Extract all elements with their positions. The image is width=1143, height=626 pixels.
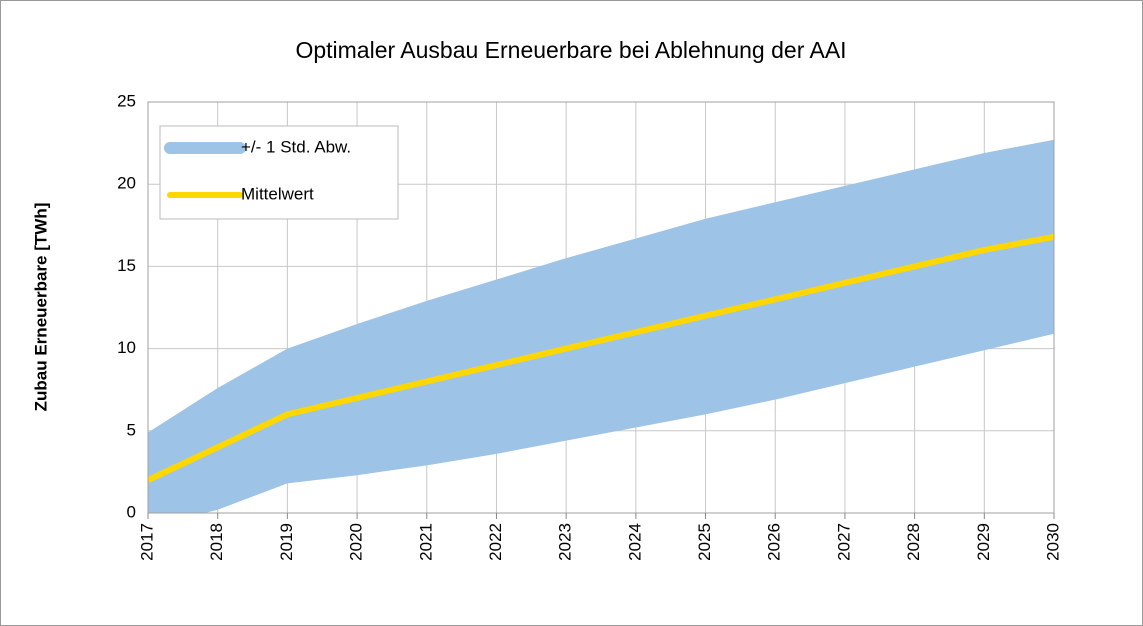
y-axis-label: Zubau Erneuerbare [TWh] (31, 203, 50, 412)
legend-label: +/- 1 Std. Abw. (241, 137, 351, 156)
x-tick-label: 2019 (277, 523, 296, 561)
y-tick-label: 25 (117, 91, 136, 110)
x-tick-label: 2025 (695, 523, 714, 561)
y-tick-label: 20 (117, 174, 136, 193)
y-tick-label: 5 (127, 420, 136, 439)
x-tick-label: 2018 (207, 523, 226, 561)
x-tick-label: 2023 (556, 523, 575, 561)
legend: +/- 1 Std. Abw. Mittelwert (159, 125, 399, 220)
x-tick-label: 2030 (1043, 523, 1062, 561)
x-tick-label: 2017 (137, 523, 156, 561)
x-tick-label: 2028 (904, 523, 923, 561)
x-tick-label: 2024 (625, 523, 644, 561)
x-tick-label: 2026 (765, 523, 784, 561)
x-tick-label: 2020 (347, 523, 366, 561)
plot-border (147, 101, 1055, 514)
x-tick-label: 2029 (974, 523, 993, 561)
y-tick-label: 10 (117, 338, 136, 357)
x-tick-label: 2021 (416, 523, 435, 561)
mean-line (148, 233, 1054, 483)
legend-box (159, 125, 399, 220)
chart-title: Optimaler Ausbau Erneuerbare bei Ablehnu… (295, 37, 846, 63)
y-tick-label: 15 (117, 256, 136, 275)
plot-area (148, 139, 1054, 513)
band-area (148, 139, 1054, 513)
legend-label: Mittelwert (241, 184, 314, 203)
y-tick-label: 0 (127, 502, 136, 521)
x-tick-label: 2027 (834, 523, 853, 561)
x-tick-label: 2022 (486, 523, 505, 561)
